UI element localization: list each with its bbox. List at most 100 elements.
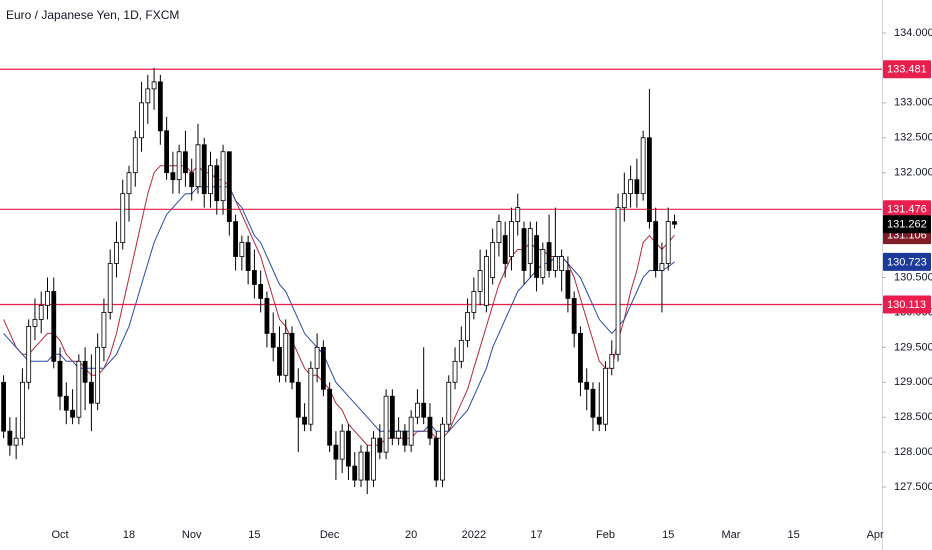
level-tag-label: 131.476 xyxy=(887,204,927,216)
x-tick-label: 15 xyxy=(248,529,260,541)
candle-body xyxy=(38,305,44,320)
candle-body xyxy=(13,437,19,446)
candle-body xyxy=(314,346,320,369)
candle-body xyxy=(201,144,207,195)
candle-body xyxy=(320,346,326,390)
candle-body xyxy=(7,430,13,446)
candle-body xyxy=(226,151,232,222)
candle-body xyxy=(45,291,50,306)
candle-body xyxy=(139,102,144,139)
candle-body xyxy=(57,360,63,397)
candle-body xyxy=(396,430,402,439)
ma-tag-label: 130.723 xyxy=(887,256,927,268)
candle-body xyxy=(258,284,264,299)
candle-body xyxy=(509,221,514,257)
candle-body xyxy=(672,221,677,225)
candle-body xyxy=(546,242,552,271)
candle-body xyxy=(170,172,176,181)
level-tag xyxy=(883,295,931,314)
y-tick-label: 132.500 xyxy=(894,132,932,144)
y-tick-label: 129.500 xyxy=(894,341,932,353)
candle-body xyxy=(245,242,251,271)
candle-body xyxy=(609,353,615,369)
candle-body xyxy=(189,172,195,188)
candle-body xyxy=(527,228,533,264)
candle-body xyxy=(88,381,94,404)
candle-body xyxy=(76,360,82,418)
candle-body xyxy=(521,228,527,271)
candle-body xyxy=(183,151,188,174)
x-tick-label: Apr xyxy=(867,529,884,541)
candle-body xyxy=(596,416,602,425)
candle-body xyxy=(114,242,119,264)
x-tick-label: Feb xyxy=(596,529,615,541)
candle-body xyxy=(208,165,213,195)
candle-body xyxy=(95,346,101,404)
candle-body xyxy=(634,179,640,195)
ma-tag xyxy=(883,252,931,271)
candle-body xyxy=(239,242,245,257)
candle-body xyxy=(515,207,521,222)
candle-body xyxy=(26,325,32,383)
candle-body xyxy=(452,360,458,383)
candle-body xyxy=(440,423,445,481)
candle-body xyxy=(327,388,333,446)
candle-body xyxy=(540,249,546,278)
candle-body xyxy=(333,444,339,460)
candle-body xyxy=(101,312,107,348)
candle-body xyxy=(383,395,389,453)
candle-body xyxy=(126,172,132,195)
candle-body xyxy=(352,465,358,481)
candle-body xyxy=(640,137,646,195)
candle-body xyxy=(559,256,565,271)
candle-body xyxy=(446,381,452,425)
candle-body xyxy=(647,137,652,222)
candle-body xyxy=(151,81,157,90)
candle-body xyxy=(164,130,170,174)
candle-body xyxy=(659,263,665,271)
x-tick-label: 2022 xyxy=(462,529,486,541)
candle-body xyxy=(584,381,590,390)
candle-body xyxy=(471,291,477,313)
candle-body xyxy=(458,339,464,362)
candle-body xyxy=(339,430,345,460)
candle-body xyxy=(251,270,257,285)
y-tick-label: 130.500 xyxy=(894,271,932,283)
candle-body xyxy=(433,437,439,481)
y-tick-label: 128.000 xyxy=(894,446,932,458)
x-tick-label: Mar xyxy=(721,529,740,541)
candle-body xyxy=(653,221,659,271)
x-tick-label: 17 xyxy=(530,529,542,541)
candle-body xyxy=(277,346,282,376)
candle-body xyxy=(571,298,577,334)
candle-body xyxy=(621,193,627,209)
candle-body xyxy=(82,360,88,383)
candle-body xyxy=(308,367,314,425)
candle-body xyxy=(389,395,395,439)
candle-body xyxy=(295,381,301,418)
y-tick-label: 132.000 xyxy=(894,167,932,179)
candle-body xyxy=(628,179,633,195)
y-tick-label: 134.000 xyxy=(894,27,932,39)
candle-body xyxy=(552,256,558,271)
candle-body xyxy=(377,437,383,453)
candle-body xyxy=(502,235,508,264)
candle-body xyxy=(70,409,75,418)
candle-body xyxy=(477,270,483,292)
candle-body xyxy=(578,332,583,383)
candle-body xyxy=(220,151,226,202)
candle-body xyxy=(465,312,470,341)
y-tick-label: 129.000 xyxy=(894,376,932,388)
candle-body xyxy=(402,430,408,446)
candle-body xyxy=(132,137,138,174)
y-tick-label: 127.500 xyxy=(894,481,932,493)
candle-body xyxy=(565,270,571,299)
candle-body xyxy=(289,332,295,383)
candle-body xyxy=(1,381,7,432)
candle-body xyxy=(615,207,621,355)
candle-body xyxy=(427,416,433,439)
x-tick-label: 15 xyxy=(662,529,674,541)
candle-body xyxy=(264,298,270,334)
candle-body xyxy=(346,430,351,467)
